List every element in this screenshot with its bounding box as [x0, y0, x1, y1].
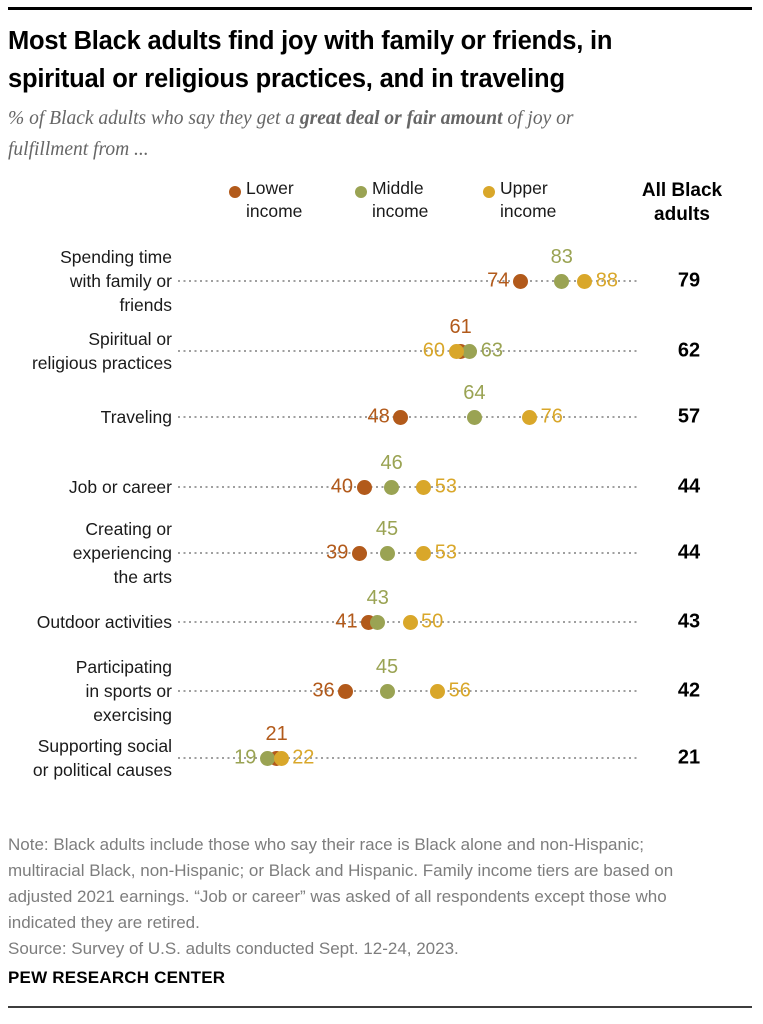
subtitle-bold: great deal or fair amount — [299, 108, 503, 129]
upper-income-dot — [448, 343, 464, 359]
lower-income-value-label: 41 — [335, 610, 358, 633]
note-and-source-text: Note: Black adults include those who say… — [8, 835, 674, 958]
middle-income-value-label: 83 — [550, 246, 573, 268]
pew-wordmark: PEW RESEARCH CENTER — [8, 968, 226, 987]
middle-income-dot — [370, 614, 386, 630]
middle-income-dot — [379, 545, 395, 561]
middle-income-dot — [462, 343, 478, 359]
upper-income-value-label: 60 — [422, 339, 445, 362]
all-black-adults-header: All Black adults — [641, 180, 723, 225]
lower-income-value-label: 40 — [330, 475, 353, 498]
middle-income-value-label: 45 — [375, 656, 399, 678]
row-dotted-line — [178, 486, 640, 488]
lower-income-dot — [351, 545, 367, 561]
middle-income-dot — [379, 683, 395, 699]
row-dotted-line — [178, 690, 640, 692]
category-label: Supporting social or political causes — [32, 736, 172, 780]
category-label: Outdoor activities — [36, 612, 172, 632]
subtitle-pre: % of Black adults who say they get a — [8, 108, 300, 129]
middle-income-dot — [259, 750, 275, 766]
upper-income-value-label: 56 — [448, 679, 471, 702]
upper-income-dot — [416, 545, 432, 561]
category-label: Spiritual or religious practices — [31, 329, 172, 373]
category-label: Spending time with family or friends — [60, 247, 172, 315]
row-dotted-line — [178, 350, 640, 352]
upper-income-dot — [402, 614, 418, 630]
middle-income-value-label: 63 — [480, 339, 504, 362]
upper-income-dot — [522, 409, 538, 425]
row-dotted-line — [178, 280, 640, 282]
middle-income-dot — [554, 273, 570, 289]
all-black-adults-value: 21 — [677, 746, 701, 769]
row-dotted-line — [178, 552, 640, 554]
upper-income-value-label: 53 — [434, 475, 458, 498]
middle-income-dot — [466, 409, 482, 425]
page-title: Most Black adults find joy with family o… — [8, 27, 613, 93]
lower-income-value-label: 36 — [312, 679, 335, 702]
lower-income-legend-label: Lower income — [246, 178, 303, 221]
upper-income-legend-dot — [483, 186, 495, 198]
lower-income-value-label: 21 — [265, 723, 288, 745]
upper-income-value-label: 22 — [292, 746, 315, 769]
upper-income-value-label: 76 — [540, 405, 563, 428]
upper-income-value-label: 53 — [434, 541, 458, 564]
lower-income-dot — [338, 683, 354, 699]
lower-income-dot — [393, 409, 409, 425]
lower-income-value-label: 39 — [326, 541, 349, 564]
category-label: Traveling — [100, 407, 172, 427]
all-black-adults-value: 79 — [677, 269, 701, 292]
category-label: Creating or experiencing the arts — [72, 519, 172, 587]
middle-income-value-label: 45 — [375, 518, 399, 540]
upper-income-value-label: 88 — [595, 269, 619, 292]
upper-income-dot — [577, 273, 593, 289]
upper-income-dot — [416, 479, 432, 495]
middle-income-value-label: 46 — [380, 452, 403, 474]
top-rule — [8, 7, 752, 10]
middle-income-dot — [384, 479, 400, 495]
all-black-adults-value: 42 — [677, 679, 701, 702]
lower-income-value-label: 48 — [367, 405, 390, 428]
lower-income-dot — [512, 273, 528, 289]
category-label: Participating in sports or exercising — [75, 657, 172, 725]
lower-income-legend-dot — [229, 186, 241, 198]
bottom-rule — [8, 1006, 752, 1008]
upper-income-dot — [430, 683, 446, 699]
chart-subtitle: % of Black adults who say they get a gre… — [8, 103, 756, 165]
middle-income-value-label: 19 — [234, 746, 257, 769]
upper-income-value-label: 50 — [421, 610, 444, 633]
lower-income-value-label: 74 — [487, 269, 510, 292]
middle-income-legend-dot — [355, 186, 367, 198]
all-black-adults-value: 43 — [677, 610, 701, 633]
row-dotted-line — [178, 757, 640, 759]
category-label: Job or career — [68, 477, 172, 497]
all-black-adults-value: 62 — [677, 339, 701, 362]
middle-income-legend-label: Middle income — [372, 178, 429, 221]
row-dotted-line — [178, 416, 640, 418]
lower-income-dot — [356, 479, 372, 495]
subtitle-post: of joy or fulfillment from ... — [8, 108, 574, 160]
all-black-adults-value: 44 — [677, 541, 701, 564]
middle-income-value-label: 64 — [463, 382, 486, 404]
lower-income-value-label: 61 — [449, 316, 472, 338]
all-black-adults-value: 44 — [677, 475, 701, 498]
middle-income-value-label: 43 — [366, 587, 389, 609]
all-black-adults-value: 57 — [677, 405, 701, 428]
upper-income-legend-label: Upper income — [500, 178, 557, 221]
upper-income-dot — [273, 750, 289, 766]
